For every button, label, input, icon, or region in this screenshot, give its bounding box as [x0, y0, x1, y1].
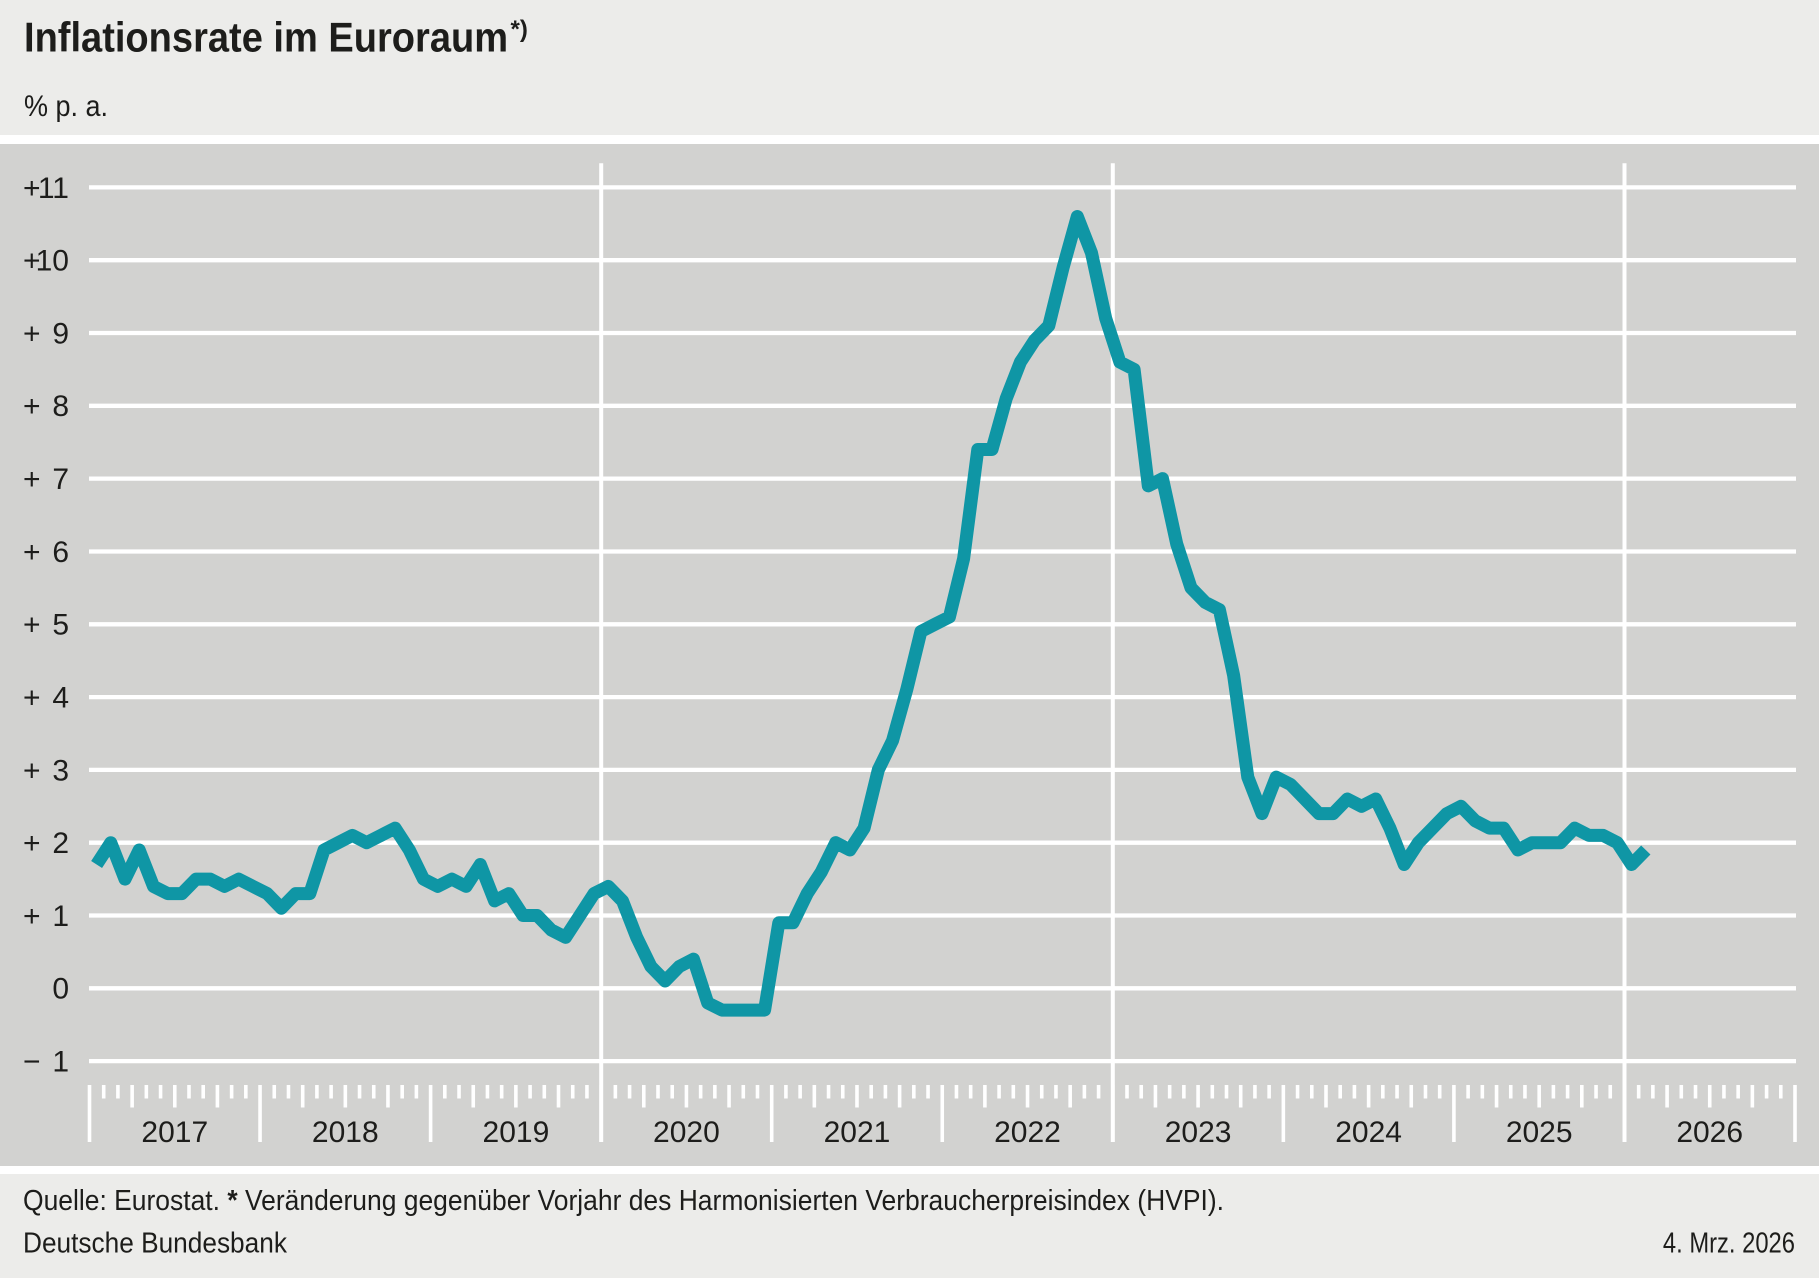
svg-text:6: 6 [52, 536, 69, 569]
svg-text:4: 4 [52, 682, 69, 715]
svg-text:+: + [23, 827, 41, 860]
svg-text:8: 8 [52, 390, 69, 423]
svg-text:0: 0 [52, 973, 69, 1006]
svg-text:5: 5 [52, 609, 69, 642]
svg-text:2018: 2018 [312, 1116, 379, 1149]
svg-text:1: 1 [52, 1046, 69, 1079]
svg-text:+: + [23, 317, 41, 350]
svg-text:4. Mrz. 2026: 4. Mrz. 2026 [1663, 1226, 1795, 1259]
svg-text:2026: 2026 [1676, 1116, 1743, 1149]
svg-text:+: + [23, 172, 41, 205]
svg-text:+: + [23, 390, 41, 423]
svg-text:+: + [23, 463, 41, 496]
svg-text:11: 11 [38, 172, 69, 205]
svg-text:2019: 2019 [483, 1116, 550, 1149]
svg-text:7: 7 [52, 463, 69, 496]
svg-text:Inflationsrate im Euroraum: Inflationsrate im Euroraum [24, 15, 508, 61]
svg-text:+: + [23, 900, 41, 933]
svg-text:2023: 2023 [1165, 1116, 1232, 1149]
svg-text:+: + [23, 245, 41, 278]
svg-text:+: + [23, 682, 41, 715]
svg-text:9: 9 [52, 317, 69, 350]
svg-text:% p. a.: % p. a. [24, 90, 108, 124]
svg-text:1: 1 [52, 900, 69, 933]
svg-text:2024: 2024 [1335, 1116, 1402, 1149]
svg-text:Quelle: Eurostat. * Veränderun: Quelle: Eurostat. * Veränderung gegenübe… [23, 1184, 1224, 1216]
svg-text:+: + [23, 754, 41, 787]
svg-text:2025: 2025 [1506, 1116, 1573, 1149]
svg-text:10: 10 [36, 245, 69, 278]
svg-text:2: 2 [52, 827, 69, 860]
svg-text:*): *) [511, 16, 528, 43]
svg-text:+: + [23, 536, 41, 569]
svg-text:Deutsche Bundesbank: Deutsche Bundesbank [23, 1226, 287, 1259]
svg-text:3: 3 [52, 754, 69, 787]
svg-text:2020: 2020 [653, 1116, 720, 1149]
svg-text:−: − [23, 1046, 41, 1079]
svg-text:2017: 2017 [141, 1116, 208, 1149]
svg-text:2021: 2021 [824, 1116, 891, 1149]
svg-text:2022: 2022 [994, 1116, 1061, 1149]
svg-text:+: + [23, 609, 41, 642]
